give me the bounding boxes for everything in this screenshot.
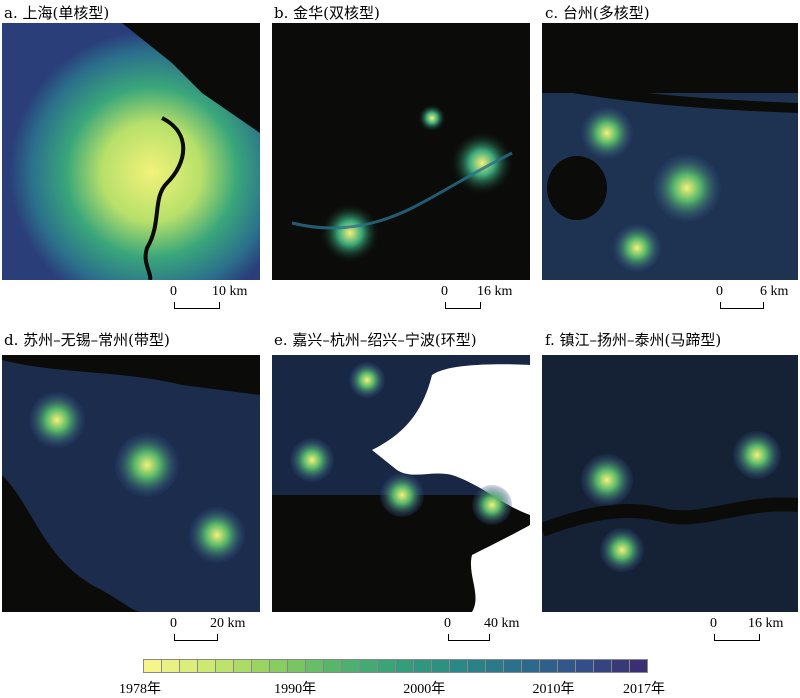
- map-graphic-f: [542, 355, 798, 612]
- hangzhou-bay: [372, 364, 530, 515]
- legend-cell: [557, 659, 576, 673]
- legend-cell: [197, 659, 216, 673]
- yangtze-river: [542, 497, 798, 537]
- legend-cell: [341, 659, 360, 673]
- huangpu-river: [143, 116, 186, 280]
- legend-cell: [431, 659, 450, 673]
- scale-bar-c: 0 6 km: [716, 284, 800, 318]
- legend-cell: [521, 659, 540, 673]
- legend-cell: [215, 659, 234, 673]
- legend-cell: [539, 659, 558, 673]
- legend-cell: [485, 659, 504, 673]
- legend-cell: [233, 659, 252, 673]
- panel-title-d: d. 苏州–无锡–常州(带型): [4, 331, 170, 349]
- scale-bar-f: 0 16 km: [710, 616, 800, 650]
- legend-cell: [179, 659, 198, 673]
- legend-cell: [503, 659, 522, 673]
- map-zhenjiang-yangzhou-taizhou: [542, 355, 798, 612]
- legend-cell: [161, 659, 180, 673]
- map-jinhua: [272, 23, 530, 280]
- legend-cell: [395, 659, 414, 673]
- legend-cell: [323, 659, 342, 673]
- map-jiaxing-hangzhou-shaoxing-ningbo: [272, 355, 530, 612]
- legend-tick-label: 2000年: [403, 682, 446, 697]
- legend-cell: [593, 659, 612, 673]
- legend-cell: [287, 659, 306, 673]
- river-estuary-a: [122, 23, 260, 133]
- map-graphic-e: [272, 355, 530, 612]
- taihu-lake: [2, 475, 142, 612]
- legend-cell: [611, 659, 630, 673]
- legend-cell: [377, 659, 396, 673]
- legend-cell: [467, 659, 486, 673]
- map-taizhou: [542, 23, 798, 280]
- legend-cell: [413, 659, 432, 673]
- legend-cell: [269, 659, 288, 673]
- map-graphic-b: [291, 104, 514, 263]
- panel-title-f: f. 镇江–扬州–泰州(马蹄型): [545, 331, 722, 349]
- legend-cell: [305, 659, 324, 673]
- legend-tick-label: 2010年: [532, 682, 575, 697]
- legend-tick-label: 1978年: [119, 682, 161, 697]
- map-suzhou-wuxi-changzhou: [2, 355, 260, 612]
- panel-title-e: e. 嘉兴–杭州–绍兴–宁波(环型): [274, 331, 477, 349]
- legend-cell: [143, 659, 162, 673]
- panel-title-a: a. 上海(单核型): [4, 4, 110, 22]
- legend-cell: [575, 659, 594, 673]
- scale-bar-a: 0 10 km: [170, 284, 260, 318]
- scale-bar-e: 0 40 km: [444, 616, 534, 650]
- legend-tick-label: 1990年: [274, 682, 317, 697]
- legend-cell: [251, 659, 270, 673]
- map-graphic-a: [2, 23, 260, 280]
- legend-cell: [629, 659, 648, 673]
- panel-title-c: c. 台州(多核型): [545, 4, 650, 22]
- scale-bar-d: 0 20 km: [170, 616, 270, 650]
- legend-tick-label: 2017年: [623, 682, 665, 697]
- scale-bar-b: 0 16 km: [441, 284, 531, 318]
- legend-cell: [359, 659, 378, 673]
- map-graphic-c: [542, 78, 798, 280]
- legend-cell: [449, 659, 468, 673]
- map-shanghai: [2, 23, 260, 280]
- panel-title-b: b. 金华(双核型): [274, 4, 380, 22]
- year-legend: [143, 659, 648, 673]
- map-graphic-d: [2, 355, 260, 612]
